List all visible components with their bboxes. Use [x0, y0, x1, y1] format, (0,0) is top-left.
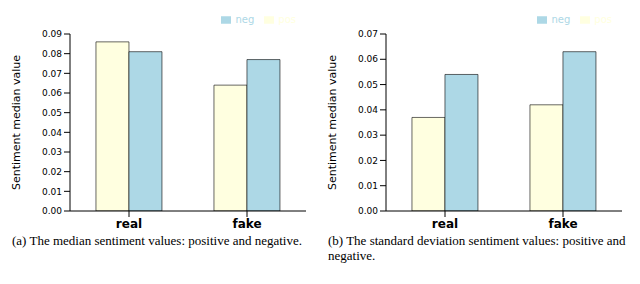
html-text:(b) The standard deviation sen: (b) The standard deviation sentiment val…: [328, 233, 626, 263]
svg-text:0.06: 0.06: [42, 88, 62, 98]
svg-text:Sentiment median value: Sentiment median value: [10, 55, 23, 190]
svg-text:0.03: 0.03: [358, 130, 378, 140]
svg-text:0.00: 0.00: [42, 206, 62, 216]
svg-text:0.09: 0.09: [42, 29, 62, 39]
svg-text:Sentiment median value: Sentiment median value: [326, 55, 339, 190]
html-text:pos: pos: [594, 14, 612, 25]
svg-text:0.02: 0.02: [358, 156, 378, 166]
svg-text:0.04: 0.04: [42, 128, 62, 138]
svg-text:0.03: 0.03: [42, 147, 62, 157]
html-text:pos: pos: [278, 14, 296, 25]
html-text:neg: neg: [551, 14, 571, 25]
svg-text:0.05: 0.05: [42, 108, 62, 118]
svg-text:real: real: [432, 217, 458, 231]
svg-text:0.04: 0.04: [358, 105, 378, 115]
svg-text:0.00: 0.00: [358, 206, 378, 216]
svg-text:0.06: 0.06: [358, 54, 378, 64]
svg-text:0.07: 0.07: [42, 69, 62, 79]
html-text:neg: neg: [235, 14, 255, 25]
svg-text:real: real: [116, 217, 142, 231]
html-text:(a) The median sentiment value: (a) The median sentiment values: positiv…: [12, 233, 302, 248]
svg-text:0.01: 0.01: [358, 181, 378, 191]
svg-text:0.02: 0.02: [42, 167, 62, 177]
svg-text:fake: fake: [232, 217, 261, 231]
svg-text:0.01: 0.01: [42, 187, 62, 197]
svg-text:0.05: 0.05: [358, 80, 378, 90]
svg-text:0.07: 0.07: [358, 29, 378, 39]
svg-text:fake: fake: [548, 217, 577, 231]
svg-text:0.08: 0.08: [42, 49, 62, 59]
